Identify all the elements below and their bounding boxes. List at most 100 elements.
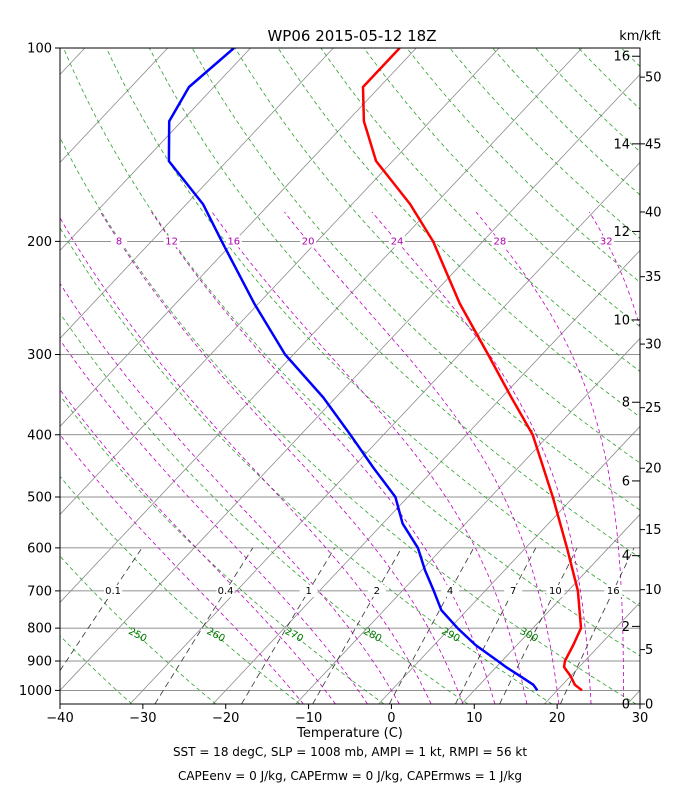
km-tick-label: 14 [613,137,630,152]
mixing-ratio-line [388,547,475,704]
dry-adiabat-lines [60,48,640,704]
mixing-ratio-label-bg [104,584,123,597]
isotherm-line [461,513,640,704]
moist-adiabat-label-bg [389,235,406,248]
moist-adiabat-line [688,212,700,704]
dry-adiabat-line [106,48,640,607]
x-tick-label: −30 [129,711,156,726]
moist-adiabat-line [475,211,624,704]
dry-adiabat-line [60,312,469,704]
km-tick-label: 10 [613,313,630,328]
pressure-tick-label: 600 [27,541,52,556]
dry-adiabat-line [320,48,640,372]
mixing-ratio-line [312,547,403,704]
mixing-ratio-line [455,547,537,704]
mixing-ratio-label: 2 [374,586,380,597]
kft-tick-label: 0 [645,698,653,713]
right-axis-label: km/kft [619,29,661,44]
kft-tick-label: 50 [645,71,662,86]
mixing-ratio-line [60,547,143,672]
mixing-ratio-label-bg [546,584,565,597]
isotherm-line [0,48,2,704]
isotherm-line [60,48,417,427]
x-axis-label: Temperature (C) [296,726,403,741]
mixing-ratio-label: 4 [447,586,453,597]
mixing-ratio-line [560,547,635,704]
kft-tick-label: 15 [645,523,662,538]
dry-adiabat-label: 280 [361,626,383,645]
dry-adiabat-line [60,475,301,704]
moist-adiabat-line [371,211,592,704]
dry-adiabat-label: 260 [205,626,227,645]
kft-tick-label: 45 [645,137,662,152]
pressure-tick-label: 300 [27,348,52,363]
height-axis: 0 2 4 6 8 10 12 14 16 0 5 10 15 20 25 30 35 40 45 50 [613,50,661,713]
pressure-tick-label: 800 [27,622,52,637]
footer-line-1: SST = 18 degC, SLP = 1008 mb, AMPI = 1 k… [172,745,528,759]
moist-adiabat-label-bg [225,235,242,248]
plot-frame [59,47,641,705]
mixing-ratio-label: 1 [305,586,311,597]
mixing-ratio-label: 16 [607,586,620,597]
isotherm-line [60,48,86,75]
moist-adiabat-label-bg [598,235,615,248]
moist-adiabat-line [60,339,368,704]
moist-adiabat-label-bg [163,235,180,248]
pressure-tick-label: 900 [27,654,52,669]
isotherm-line [378,425,640,704]
dry-adiabat-line [277,48,640,418]
dry-adiabat-line [363,48,640,328]
moist-adiabat-label-bg [300,235,317,248]
mixing-ratio-label-bg [604,584,623,597]
mixing-ratio-label: 10 [549,586,562,597]
moist-adiabat-line [60,434,304,704]
kft-tick-label: 10 [645,583,662,598]
moist-adiabat-label: 12 [165,236,178,247]
footer-line-2: CAPEenv = 0 J/kg, CAPErmw = 0 J/kg, CAPE… [177,769,523,783]
mixing-ratio-label-bg [299,584,318,597]
km-tick-label: 4 [622,549,630,564]
km-tick-label: 2 [622,620,630,635]
moist-adiabat-label: 20 [302,236,315,247]
isotherm-line [60,48,334,339]
dry-adiabat-line [60,227,553,704]
isotherm-line [60,48,583,603]
moist-adiabat-line [60,389,336,704]
moist-adiabat-label: 32 [600,236,613,247]
dry-adiabat-line [60,394,385,704]
pressure-axis: 100 200 300 400 500 600 700 800 900 1000 [19,42,60,699]
dry-adiabat-line [492,48,640,196]
moist-adiabat-lines [60,211,700,704]
kft-tick-label: 35 [645,270,662,285]
mixing-ratio-lines [60,547,635,704]
dry-adiabat-line [63,48,640,657]
dry-adiabat-line [148,48,640,559]
pressure-tick-label: 1000 [19,684,52,699]
km-tick-label: 0 [622,698,630,713]
x-axis: −40 −30 −20 −10 0 10 20 30 [46,704,648,726]
x-tick-label: 30 [632,711,649,726]
isobar-lines [60,48,640,691]
pressure-tick-label: 100 [27,42,52,57]
x-tick-label: 10 [466,711,483,726]
moist-adiabat-label-bg [491,235,508,248]
sounding-series [167,48,583,692]
x-tick-label: −20 [212,711,239,726]
isotherm-line [60,48,251,251]
kft-tick-label: 5 [645,643,653,658]
km-tick-label: 12 [613,225,630,240]
km-tick-label: 16 [613,50,630,65]
isotherm-line [60,73,640,691]
km-tick-label: 8 [622,396,630,411]
moist-adiabat-line [284,211,560,704]
pressure-tick-label: 700 [27,584,52,599]
moist-adiabat-label-bg [111,235,128,248]
dry-adiabat-line [60,136,637,704]
mixing-ratio-label: 7 [510,586,516,597]
pressure-tick-label: 500 [27,491,52,506]
mixing-ratio-line [499,547,578,704]
mixing-ratio-label-bg [504,584,523,597]
moist-adiabat-line [211,211,528,704]
moist-adiabat-line [151,211,496,704]
